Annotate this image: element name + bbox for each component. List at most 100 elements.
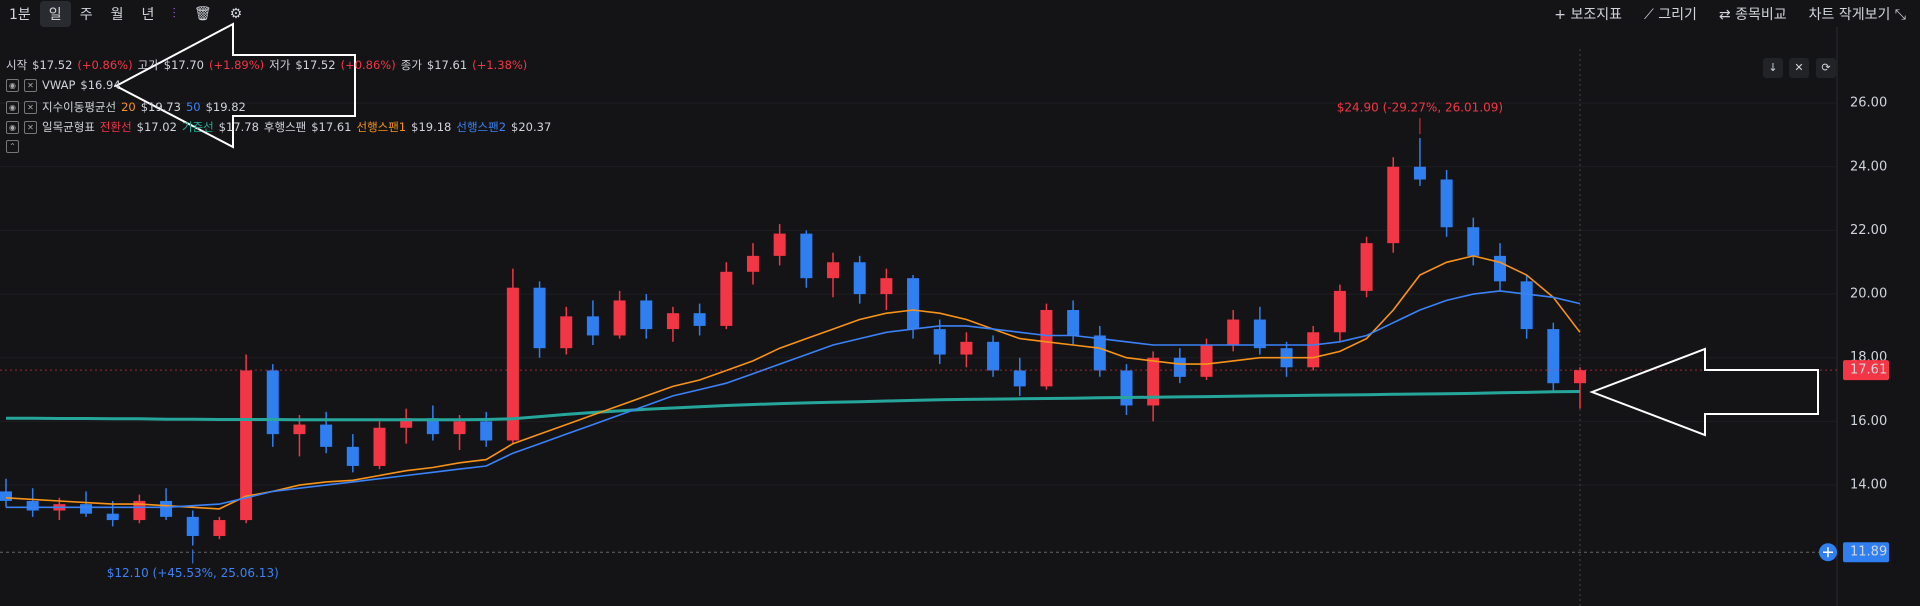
- plot-button-icon: ⟳: [1821, 61, 1830, 74]
- interval-button[interactable]: 1분: [9, 6, 31, 23]
- candle-body: [426, 418, 439, 435]
- candle-body: [1574, 370, 1586, 384]
- toolbar: 1분 일 주 월 년 ⫶ 🗑 ⚙: [0, 0, 1920, 27]
- candle-body: [1360, 243, 1373, 291]
- candle-body: [80, 504, 93, 514]
- legend-value: $19.18: [411, 120, 452, 134]
- trash-icon[interactable]: 🗑: [193, 5, 212, 22]
- close-icon[interactable]: ✕: [24, 120, 37, 134]
- candle-body: [773, 233, 786, 256]
- legend-value: $20.37: [511, 120, 552, 134]
- indicator-line: [6, 290, 1581, 509]
- period-button[interactable]: 년: [141, 6, 155, 23]
- ohlc-label: 저가: [269, 58, 291, 72]
- plot-button[interactable]: [1816, 58, 1836, 78]
- candle-body: [400, 418, 413, 428]
- candle-body: [213, 520, 226, 536]
- candle-body: [827, 262, 840, 279]
- candle-body: [1413, 166, 1426, 180]
- candle-body: [266, 370, 279, 435]
- candle-body: [1333, 290, 1346, 333]
- collapse-icon: ⌃: [6, 140, 19, 153]
- collapse-button[interactable]: ⌃: [6, 140, 19, 153]
- crosshair-tag-label: 11.89: [1850, 545, 1887, 560]
- candle-body: [160, 500, 173, 517]
- legend-name: 기준선: [181, 120, 214, 134]
- eye-icon[interactable]: ◉: [6, 100, 19, 114]
- candle-body: [800, 233, 813, 279]
- action-label: 차트 작게보기: [1808, 6, 1891, 23]
- candle-body: [1467, 227, 1480, 256]
- candle-body: [1013, 370, 1026, 387]
- price-tag: [1843, 360, 1889, 381]
- eye-icon[interactable]: ◉: [6, 78, 19, 92]
- legend-value: $17.78: [218, 120, 259, 134]
- y-tick-label: 20.00: [1850, 287, 1887, 302]
- eye-icon[interactable]: ◉: [6, 120, 19, 134]
- candle-body: [26, 500, 39, 511]
- candle-body: [987, 341, 1000, 371]
- candle-body: [666, 313, 679, 330]
- action-button[interactable]: ⇄ 종목비교: [1718, 6, 1787, 23]
- candle-body: [240, 370, 253, 521]
- period-button[interactable]: 월: [110, 6, 124, 23]
- close-icon[interactable]: ✕: [24, 78, 37, 92]
- legend-name: 지수이동평균선: [42, 100, 117, 114]
- candle-body: [106, 513, 119, 521]
- candle-body: [560, 316, 573, 349]
- candle-body: [293, 424, 306, 435]
- action-label: 그리기: [1658, 6, 1697, 23]
- plot-button[interactable]: [1763, 58, 1783, 78]
- candle-body: [186, 516, 199, 536]
- ohlc-change: (+1.38%): [472, 58, 528, 72]
- candle-body: [586, 316, 599, 336]
- candle-body: [346, 446, 359, 466]
- candle-body: [1547, 329, 1560, 384]
- close-icon[interactable]: ✕: [24, 100, 37, 114]
- plot-button-icon: ↓: [1768, 61, 1777, 74]
- price-tag-label: 17.61: [1850, 363, 1887, 378]
- crosshair-tag: [1843, 542, 1889, 563]
- period-button[interactable]: 주: [79, 6, 93, 23]
- candle-body: [1120, 370, 1133, 406]
- ohlc-value: $17.52: [295, 58, 336, 72]
- candle-body: [1493, 255, 1506, 282]
- candle-body: [933, 329, 946, 355]
- settings-icon[interactable]: ⚙: [229, 5, 243, 22]
- ohlc-value: $17.52: [32, 58, 73, 72]
- indicator-line: [6, 390, 1581, 422]
- action-button[interactable]: 차트 작게보기 ⤡: [1808, 6, 1906, 23]
- ohlc-change: (+1.89%): [209, 58, 265, 72]
- ohlc-change: (+0.86%): [77, 58, 133, 72]
- candle-body: [1093, 335, 1106, 371]
- candle-body: [1067, 309, 1080, 336]
- legend-name: 20: [121, 100, 136, 114]
- legend-value: $16.94: [80, 78, 121, 92]
- indicator-icon[interactable]: ⫶: [172, 5, 176, 22]
- legend-value: $19.82: [205, 100, 246, 114]
- extreme-annotation: $12.10 (+45.53%, 25.06.13): [107, 566, 279, 580]
- ohlc-legend: 시작 $17.52 (+0.86%) 고가 $17.70 (+1.89%) 저가 $17.…: [6, 57, 527, 73]
- candle-body: [1227, 319, 1240, 346]
- y-tick-label: 14.00: [1850, 478, 1887, 493]
- y-tick-label: 16.00: [1850, 414, 1887, 429]
- action-button[interactable]: ⟋ 그리기: [1643, 6, 1697, 23]
- ohlc-label: 종가: [400, 58, 422, 72]
- candle-body: [720, 271, 733, 326]
- candle-body: [133, 500, 146, 521]
- legend-name: 선행스팬2: [456, 120, 507, 134]
- callout-arrow: [1589, 347, 1819, 437]
- candle-body: [640, 300, 653, 330]
- candle-body: [1520, 281, 1533, 330]
- candle-body: [480, 421, 493, 441]
- plot-button[interactable]: [1789, 58, 1809, 78]
- period-button[interactable]: 일: [39, 0, 71, 27]
- action-button[interactable]: + 보조지표: [1554, 6, 1622, 23]
- candle-body: [453, 421, 466, 435]
- action-label: 보조지표: [1570, 6, 1622, 23]
- candle-body: [1200, 345, 1213, 377]
- legend-value: $17.02: [136, 120, 177, 134]
- candle-body: [1173, 357, 1186, 377]
